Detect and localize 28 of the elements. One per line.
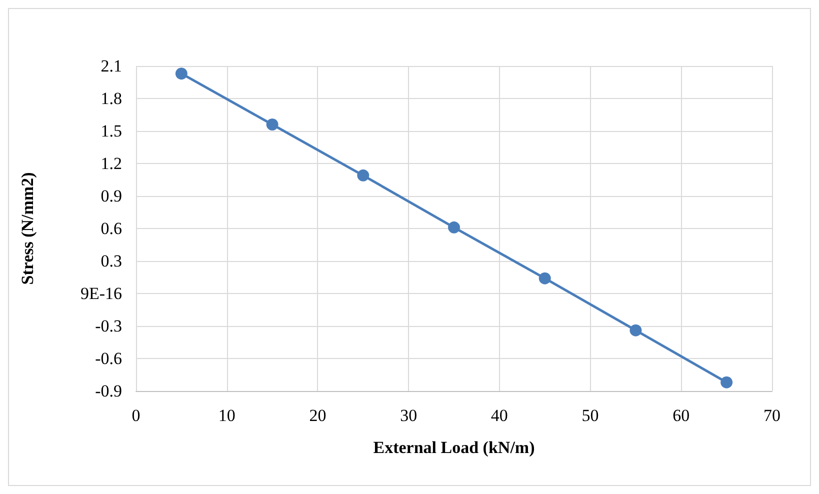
y-tick-label: -0.9	[95, 382, 122, 400]
x-tick-label: 70	[764, 406, 780, 425]
y-tick-label: 1.5	[100, 122, 122, 140]
x-tick-label: 60	[672, 406, 690, 425]
x-tick-label: 0	[132, 406, 140, 425]
y-axis-title: Stress (N/mm2)	[18, 172, 37, 285]
y-tick-label: 0.9	[100, 186, 122, 206]
y-tick-label: 0.3	[100, 252, 122, 270]
point	[448, 221, 460, 234]
point	[357, 169, 370, 182]
point	[266, 118, 278, 130]
y-tick-label: 9E-16	[80, 284, 122, 303]
y-tick-label: -0.6	[95, 349, 122, 368]
x-tick-label: 20	[309, 406, 326, 425]
y-tick-label: 1.2	[100, 154, 122, 173]
y-tick-label: -0.3	[95, 316, 122, 336]
x-tick-label: 30	[400, 406, 418, 425]
y-tick-label: 0.6	[100, 219, 122, 238]
point	[175, 68, 188, 80]
y-tick-label: 2.1	[100, 56, 122, 76]
point	[720, 376, 733, 388]
y-tick-label: 1.8	[100, 89, 122, 108]
x-axis-title: External Load (kN/m)	[373, 438, 535, 457]
x-tick-label: 50	[582, 406, 599, 425]
point	[538, 272, 551, 284]
x-tick-label: 10	[218, 406, 236, 425]
point	[630, 324, 642, 336]
x-tick-label: 40	[490, 406, 508, 425]
